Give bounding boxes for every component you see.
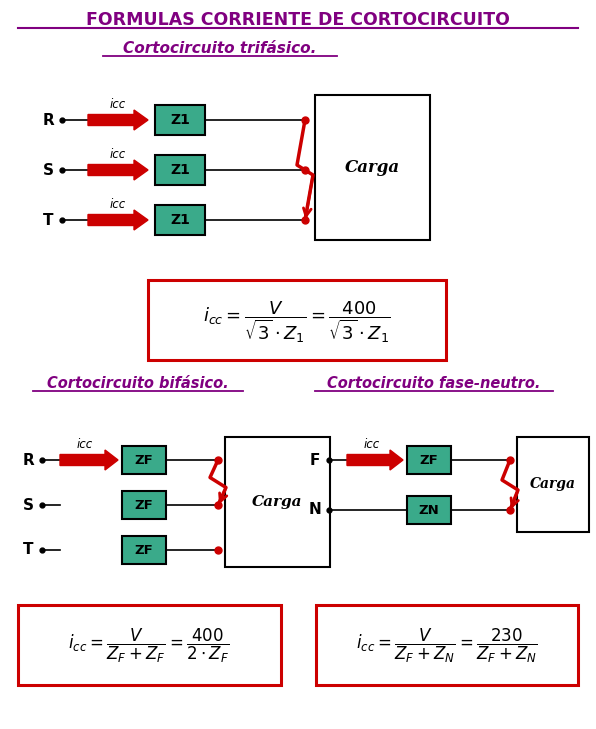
Bar (225, 437, 330, 567)
Text: Z1: Z1 (170, 163, 190, 177)
Polygon shape (60, 450, 118, 470)
Text: S: S (23, 497, 33, 512)
Polygon shape (347, 450, 403, 470)
Bar (517, 437, 589, 532)
Text: ZF: ZF (135, 499, 153, 512)
Polygon shape (88, 110, 148, 130)
Text: ZF: ZF (135, 544, 153, 556)
Bar (315, 95, 430, 240)
Text: Cortocircuito bifásico.: Cortocircuito bifásico. (47, 375, 229, 391)
FancyBboxPatch shape (407, 496, 451, 524)
Text: icc: icc (77, 437, 93, 451)
FancyBboxPatch shape (155, 105, 205, 135)
Text: icc: icc (364, 437, 380, 451)
FancyBboxPatch shape (316, 605, 578, 685)
FancyBboxPatch shape (122, 491, 166, 519)
Text: T: T (43, 212, 53, 227)
Text: ZF: ZF (420, 453, 439, 467)
Text: $i_{cc} = \dfrac{V}{Z_F + Z_N} = \dfrac{230}{Z_F + Z_N}$: $i_{cc} = \dfrac{V}{Z_F + Z_N} = \dfrac{… (356, 627, 538, 665)
Polygon shape (88, 210, 148, 230)
FancyBboxPatch shape (122, 446, 166, 474)
Text: Carga: Carga (344, 158, 399, 176)
Text: $i_{cc} = \dfrac{V}{\sqrt{3}\cdot Z_1} = \dfrac{400}{\sqrt{3}\cdot Z_1}$: $i_{cc} = \dfrac{V}{\sqrt{3}\cdot Z_1} =… (203, 299, 391, 345)
FancyBboxPatch shape (18, 605, 281, 685)
FancyBboxPatch shape (122, 536, 166, 564)
Polygon shape (88, 160, 148, 180)
Text: R: R (42, 112, 54, 128)
Text: FORMULAS CORRIENTE DE CORTOCIRCUITO: FORMULAS CORRIENTE DE CORTOCIRCUITO (86, 11, 510, 29)
Text: T: T (23, 542, 33, 558)
Text: R: R (22, 453, 34, 467)
Text: N: N (309, 502, 321, 518)
Text: ZF: ZF (135, 453, 153, 467)
FancyBboxPatch shape (155, 205, 205, 235)
FancyBboxPatch shape (155, 155, 205, 185)
FancyBboxPatch shape (407, 446, 451, 474)
Text: Z1: Z1 (170, 113, 190, 127)
Text: Carga: Carga (530, 477, 576, 491)
Text: Carga: Carga (252, 495, 302, 509)
Text: icc: icc (110, 198, 126, 211)
Text: $i_{cc} = \dfrac{V}{Z_F + Z_F} = \dfrac{400}{2\cdot Z_F}$: $i_{cc} = \dfrac{V}{Z_F + Z_F} = \dfrac{… (69, 627, 229, 665)
Text: ZN: ZN (418, 504, 439, 517)
Text: icc: icc (110, 147, 126, 160)
FancyBboxPatch shape (148, 280, 446, 360)
Text: Cortocircuito fase-neutro.: Cortocircuito fase-neutro. (327, 375, 541, 391)
Text: F: F (310, 453, 320, 467)
Text: Z1: Z1 (170, 213, 190, 227)
Text: Cortocircuito trifásico.: Cortocircuito trifásico. (123, 41, 316, 55)
Text: icc: icc (110, 98, 126, 111)
Text: S: S (42, 163, 54, 177)
